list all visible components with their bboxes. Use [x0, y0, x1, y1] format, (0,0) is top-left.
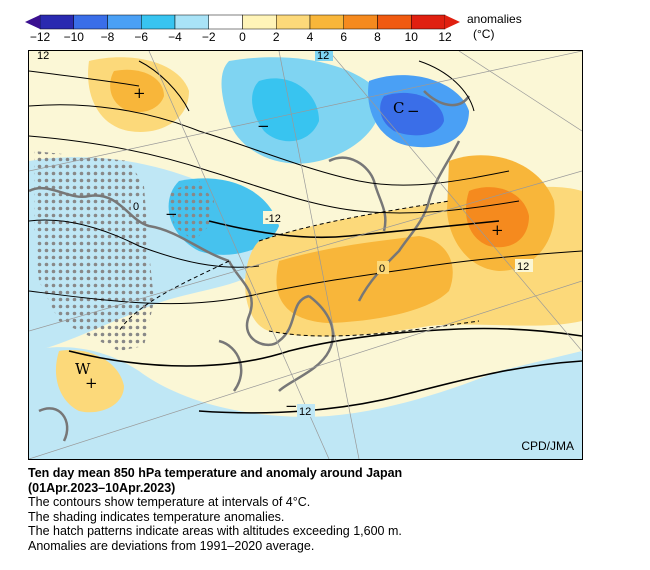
min-marker-n: − — [257, 117, 270, 135]
colorbar-tick-label: −4 — [168, 30, 182, 44]
colorbar-cell — [276, 14, 311, 30]
map-panel: W C + + + − − − − 12 12 0 -12 0 12 12 CP… — [28, 50, 583, 460]
contour-label-top-center: 12 — [317, 51, 329, 62]
caption-line-1: The contours show temperature at interva… — [28, 495, 311, 509]
colorbar-right-arrow — [445, 15, 460, 29]
colorbar-cell — [377, 14, 412, 30]
colorbar-cell — [39, 14, 74, 30]
colorbar-unit: anomalies (°C) — [467, 12, 522, 42]
caption-line-2: The shading indicates temperature anomal… — [28, 509, 285, 524]
caption: Ten day mean 850 hPa temperature and ano… — [28, 466, 628, 553]
colorbar-cell — [141, 14, 176, 30]
colorbar-cell — [107, 14, 142, 30]
colorbar-unit-value: (°C) — [473, 27, 495, 41]
colorbar-tick-label: −10 — [63, 30, 84, 44]
contour-label-south: 12 — [299, 406, 311, 418]
colorbar-tick-label: −2 — [201, 30, 216, 44]
max-marker-e: + — [491, 221, 504, 239]
caption-period: (01Apr.2023–10Apr.2023) — [28, 480, 176, 495]
contour-label-east-12: 12 — [517, 261, 529, 273]
caption-line-4: Anomalies are deviations from 1991–2020 … — [28, 538, 315, 553]
temperature-contours — [29, 60, 582, 414]
min-marker-s: − — [285, 397, 298, 415]
colorbar-tick-label: −6 — [134, 30, 149, 44]
colorbar-cell — [343, 14, 378, 30]
colorbar-cell — [242, 14, 277, 30]
colorbar-tick-label: 2 — [272, 30, 280, 44]
colorbar-tick-label: −8 — [100, 30, 115, 44]
max-marker-w: + — [85, 374, 98, 392]
min-marker-w: − — [165, 205, 178, 223]
contour-label-east-zero: 0 — [379, 263, 385, 275]
colorbar-tick-label: 8 — [374, 30, 381, 44]
coastlines — [29, 90, 471, 442]
colorbar-tick-label: −12 — [29, 30, 51, 44]
high-altitude-hatch — [34, 151, 214, 351]
contour-label-mid-zero: 0 — [133, 201, 139, 213]
caption-title: Ten day mean 850 hPa temperature and ano… — [28, 466, 403, 480]
map-graphic: W C + + + − − − − 12 12 0 -12 0 12 12 — [29, 51, 582, 459]
colorbar-cell — [411, 14, 446, 30]
contour-label-mid-minus12: -12 — [265, 213, 281, 225]
colorbar-tick-label: 12 — [438, 30, 452, 44]
contour-label-top-left: 12 — [37, 51, 49, 62]
credit-label: CPD/JMA — [521, 439, 574, 453]
colorbar-graphic — [25, 14, 460, 30]
max-marker-nw: + — [133, 84, 146, 102]
min-marker-c: − — [407, 102, 420, 120]
contour-labels: 12 12 0 -12 0 12 12 — [35, 51, 533, 418]
colorbar-cell — [73, 14, 108, 30]
cold-center-marker: C — [393, 99, 404, 117]
colorbar-cell — [309, 14, 344, 30]
colorbar-cell — [208, 14, 243, 30]
colorbar-left-arrow — [25, 15, 40, 29]
colorbar-unit-label: anomalies — [467, 12, 522, 26]
colorbar-tick-label: 4 — [306, 30, 314, 44]
zero-anomaly-dashed — [118, 200, 480, 337]
warm-center-marker: W — [75, 360, 91, 378]
projection-grid — [29, 51, 582, 459]
colorbar-tick-label: 6 — [340, 30, 348, 44]
colorbar-cell — [174, 14, 209, 30]
colorbar-tick-label: 0 — [239, 30, 246, 44]
colorbar-tick-label: 10 — [404, 30, 418, 44]
caption-line-3: The hatch patterns indicate areas with a… — [28, 524, 402, 538]
